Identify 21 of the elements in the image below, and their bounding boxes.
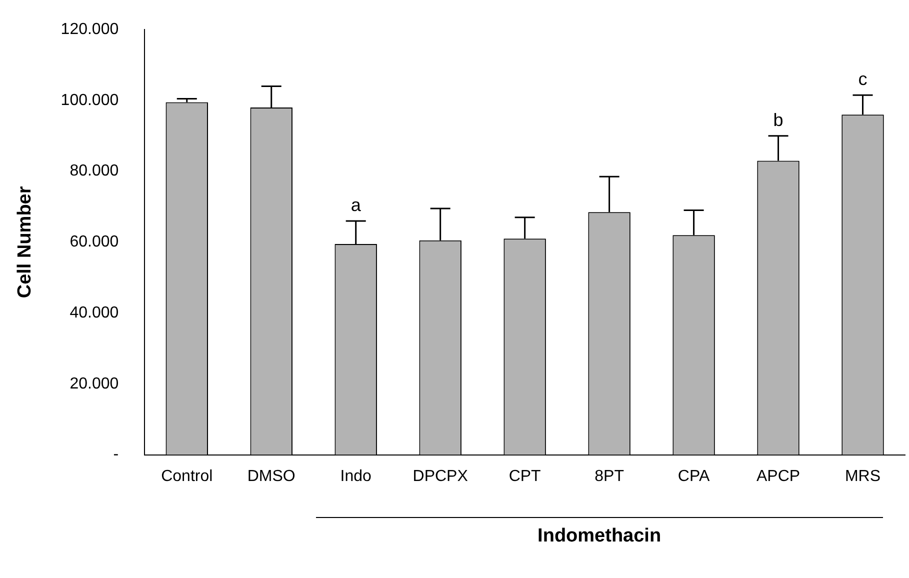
x-tick-label: DPCPX — [412, 468, 468, 485]
y-tick-label: 40.000 — [70, 304, 119, 322]
text: Indomethacin — [538, 526, 662, 547]
y-axis-title: Cell Number — [14, 186, 36, 298]
x-tick-label: APCP — [756, 468, 800, 485]
x-tick-label: DMSO — [247, 468, 296, 485]
x-tick-label: 8PT — [594, 468, 624, 485]
x-tick-label: Indo — [340, 468, 372, 485]
y-tick-label: 100.000 — [60, 92, 119, 109]
annotation: b — [773, 110, 784, 130]
x-tick-label: CPA — [678, 468, 710, 485]
x-tick-label: Control — [161, 468, 213, 485]
y-tick-label: - — [113, 446, 119, 464]
y-tick-label: 80.000 — [70, 162, 119, 180]
x-tick-label: CPT — [508, 468, 542, 485]
y-tick-label: 20.000 — [70, 375, 119, 392]
annotation: c — [858, 69, 868, 90]
y-tick-label: 120.000 — [60, 21, 119, 38]
y-tick-label: 60.000 — [70, 234, 119, 251]
annotation: a — [350, 194, 362, 215]
x-tick-label: MRS — [844, 468, 881, 485]
